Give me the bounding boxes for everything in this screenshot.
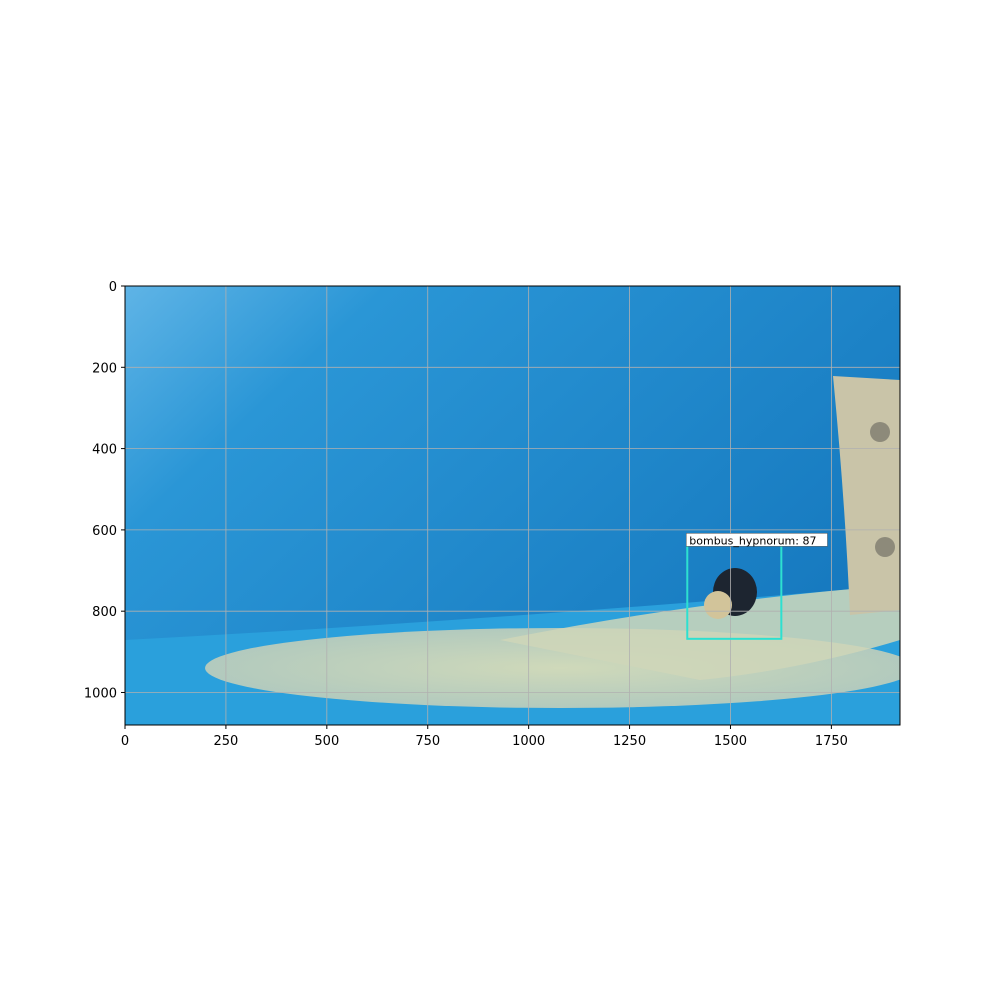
- x-tick-label: 1000: [512, 734, 545, 749]
- y-tick-label: 800: [92, 605, 117, 620]
- x-tick-label: 0: [121, 734, 129, 749]
- x-tick-label: 750: [415, 734, 440, 749]
- x-tick-label: 1500: [714, 734, 747, 749]
- y-tick-label: 400: [92, 443, 117, 458]
- photo: [125, 286, 900, 725]
- x-tick-label: 1250: [613, 734, 646, 749]
- grid: [124, 285, 900, 725]
- x-tick-label: 1750: [815, 734, 848, 749]
- x-tick-label: 500: [314, 734, 339, 749]
- y-tick-label: 1000: [84, 686, 117, 701]
- y-tick-label: 200: [92, 361, 117, 376]
- y-tick-label: 600: [92, 524, 117, 539]
- axes-frame: [124, 285, 901, 726]
- detection-label: bombus_hypnorum: 87: [689, 534, 816, 547]
- detection-label-bg: [686, 533, 828, 547]
- x-tick-label: 250: [213, 734, 238, 749]
- y-tick-label: 0: [109, 280, 117, 295]
